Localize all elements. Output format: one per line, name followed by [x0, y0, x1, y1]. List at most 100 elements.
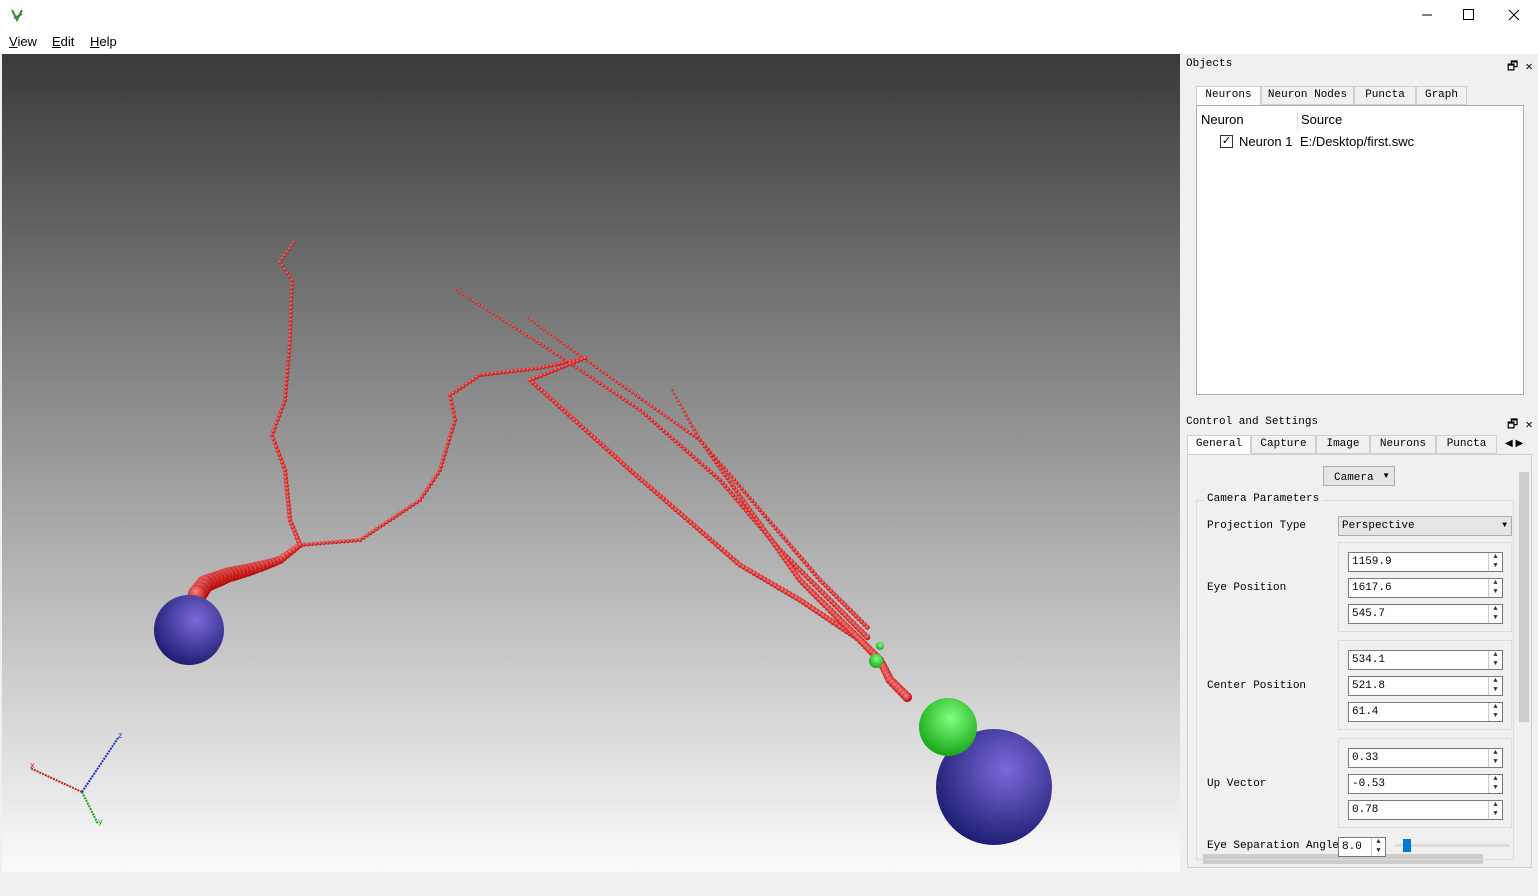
neurite-node	[448, 433, 453, 438]
neurite-node	[694, 457, 699, 462]
projection-combo[interactable]: Perspective ▼	[1338, 516, 1512, 536]
viewport-3d[interactable]: x y z	[2, 54, 1180, 872]
tab[interactable]: Image	[1316, 435, 1370, 454]
neurite-node	[418, 498, 422, 502]
neurite-node	[595, 366, 599, 370]
neurite-node	[672, 392, 676, 395]
neurite-node	[314, 541, 318, 546]
tab[interactable]: Graph	[1416, 86, 1467, 105]
spinbox[interactable]: 534.1 ▲ ▼	[1348, 650, 1503, 670]
spin-buttons[interactable]: ▲ ▼	[1488, 749, 1502, 767]
neurite-node	[429, 481, 434, 486]
neurite-node	[682, 446, 687, 451]
soma	[919, 698, 977, 756]
neurite-node	[431, 478, 436, 482]
neurite-node	[283, 479, 289, 484]
spinbox[interactable]: 1617.6 ▲ ▼	[1348, 578, 1503, 598]
tab[interactable]: Puncta	[1436, 435, 1497, 454]
neurite-node	[306, 542, 310, 547]
neurite-node	[902, 692, 913, 703]
neurite-node	[706, 467, 711, 472]
neurite-node	[272, 440, 278, 445]
neurite-node	[549, 333, 553, 336]
field-label: Center Position	[1207, 680, 1307, 692]
checkbox[interactable]: ✓	[1220, 135, 1233, 148]
neurite-node	[714, 475, 720, 480]
neurite-node	[441, 456, 446, 461]
spinbox[interactable]: -0.53 ▲ ▼	[1348, 774, 1503, 794]
spin-buttons[interactable]: ▲ ▼	[1488, 703, 1502, 721]
neurite-node	[624, 399, 629, 403]
neurite-node	[716, 463, 721, 468]
neurite-node	[371, 529, 376, 534]
window-controls[interactable]	[1410, 0, 1538, 30]
neurite-node	[286, 358, 291, 362]
neurite-node	[673, 439, 678, 444]
spinbox[interactable]: 521.8 ▲ ▼	[1348, 676, 1503, 696]
neurite-node	[594, 379, 599, 383]
neurite-node	[283, 253, 287, 257]
neurite-node	[545, 364, 550, 369]
tab[interactable]: Neuron Nodes	[1261, 86, 1354, 105]
neurite-node	[454, 388, 459, 393]
tab[interactable]: Neurons	[1196, 86, 1261, 105]
neurite-node	[285, 490, 290, 496]
neurite-node	[539, 326, 543, 329]
spin-buttons[interactable]: ▲ ▼	[1488, 553, 1502, 571]
status-bar	[0, 872, 1538, 896]
menu-item[interactable]: Help	[90, 34, 117, 49]
neurite-node	[637, 395, 641, 399]
neurite-node	[285, 370, 290, 374]
neurite-node	[611, 377, 615, 381]
neurite-node	[679, 444, 684, 449]
spin-buttons[interactable]: ▲ ▼	[1488, 579, 1502, 597]
neurite-node	[620, 384, 625, 388]
neurite-node	[588, 374, 592, 379]
neurite-node	[440, 460, 445, 465]
neurite-node	[461, 384, 466, 389]
neurite-node	[653, 406, 657, 411]
v-scrollbar[interactable]	[1517, 456, 1531, 852]
neurite-node	[289, 290, 294, 294]
spinbox[interactable]: 1159.9 ▲ ▼	[1348, 552, 1503, 572]
menu-item[interactable]: Edit	[52, 34, 75, 49]
neurite-node	[628, 401, 632, 406]
spin-buttons[interactable]: ▲ ▼	[1488, 605, 1502, 623]
spin-buttons[interactable]: ▲ ▼	[1488, 801, 1502, 819]
tab[interactable]: General	[1187, 435, 1251, 454]
spinbox[interactable]: 0.33 ▲ ▼	[1348, 748, 1503, 768]
spinbox[interactable]: 61.4 ▲ ▼	[1348, 702, 1503, 722]
neurite-node	[556, 361, 561, 366]
tab-scroll[interactable]: ◀ ▶	[1505, 438, 1524, 449]
neurite-node	[508, 322, 512, 326]
neurite-node	[678, 402, 682, 406]
spin-buttons[interactable]: ▲ ▼	[1488, 775, 1502, 793]
tab[interactable]: Capture	[1251, 435, 1316, 454]
slider-track[interactable]	[1395, 839, 1510, 852]
neurite-node	[618, 394, 622, 399]
neurite-node	[563, 409, 568, 415]
tab[interactable]: Neurons	[1370, 435, 1436, 454]
neurite-node	[529, 319, 533, 322]
neurite-node	[711, 472, 717, 477]
neurite-node	[374, 526, 379, 531]
panel-buttons[interactable]: 🗗 ✕	[1507, 60, 1533, 74]
neurite-node	[551, 398, 556, 404]
neurite-node	[450, 425, 455, 430]
neurite-node	[482, 372, 486, 377]
spinbox[interactable]: 8.0 ▲ ▼	[1338, 837, 1386, 857]
spin-buttons[interactable]: ▲ ▼	[1488, 651, 1502, 669]
neurite-node	[283, 471, 288, 477]
panel-buttons[interactable]: 🗗 ✕	[1507, 418, 1533, 432]
camera-dropdown[interactable]: Camera ▼	[1323, 466, 1395, 486]
neurite-node	[604, 372, 609, 377]
spinbox[interactable]: 0.78 ▲ ▼	[1348, 800, 1503, 820]
spin-buttons[interactable]: ▲ ▼	[1488, 677, 1502, 695]
neurite-node	[702, 444, 707, 449]
neurite-node	[542, 371, 547, 377]
menu-item[interactable]: View	[9, 34, 37, 49]
neurite-node	[562, 342, 566, 346]
spinbox[interactable]: 545.7 ▲ ▼	[1348, 604, 1503, 624]
neurite-node	[486, 372, 490, 377]
tab[interactable]: Puncta	[1354, 86, 1416, 105]
